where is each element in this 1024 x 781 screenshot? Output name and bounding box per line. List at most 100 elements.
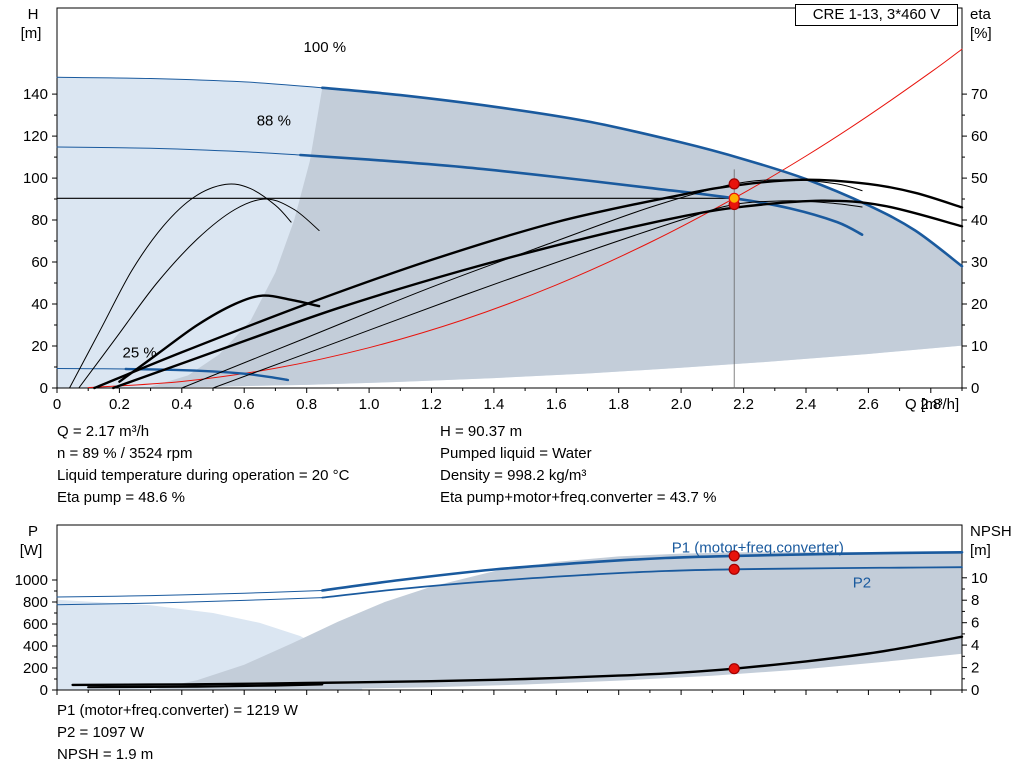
qh-100pct: [321, 86, 964, 268]
y-tick-label: 0: [971, 682, 979, 699]
duty-marker-p1: [728, 550, 740, 562]
qh-100pct-min-flow: [56, 76, 323, 89]
info-density: Density = 998.2 kg/m³: [440, 467, 587, 484]
x-tick-label: 0.6: [234, 396, 255, 413]
speed-label-88: 88 %: [257, 113, 291, 130]
y-axis-unit: [m]: [970, 542, 991, 559]
npsh-curve: [71, 635, 964, 687]
duty-marker-eta-pump: [728, 178, 740, 190]
y-tick-label: 1000: [15, 572, 48, 589]
p1-curve-min-flow: [56, 590, 323, 598]
info-liquid-temp: Liquid temperature during operation = 20…: [57, 467, 350, 484]
info-npsh: NPSH = 1.9 m: [57, 746, 154, 763]
qh-88pct: [299, 153, 864, 236]
y-tick-label: 8: [971, 592, 979, 609]
y-tick-label: 10: [971, 570, 988, 587]
pump-model-box: CRE 1-13, 3*460 V: [795, 4, 958, 26]
y-tick-label: 50: [971, 170, 988, 187]
y-tick-label: 20: [971, 296, 988, 313]
y-tick-label: 70: [971, 86, 988, 103]
duty-info-left: Q = 2.17 m³/h n = 89 % / 3524 rpm Liquid…: [57, 423, 349, 511]
speed-label-100: 100 %: [304, 39, 347, 56]
npsh-25pct-curve: [87, 683, 324, 689]
info-pumped-liquid: Pumped liquid = Water: [440, 445, 592, 462]
speed-label-25: 25 %: [123, 345, 157, 362]
x-tick-label: 0.2: [109, 396, 130, 413]
y-axis-unit: [m]: [21, 25, 42, 42]
duty-info-right: H = 90.37 m Pumped liquid = Water Densit…: [440, 423, 716, 511]
y-tick-label: 200: [23, 660, 48, 677]
system-curve-red: [87, 48, 963, 389]
x-tick-label: 0: [53, 396, 61, 413]
y-tick-label: 120: [23, 128, 48, 145]
duty-marker-npsh: [728, 663, 740, 675]
y-axis-unit: [W]: [20, 542, 43, 559]
p1-curve: [321, 551, 964, 592]
x-tick-label: 1.8: [608, 396, 629, 413]
x-tick-label: 2.4: [796, 396, 817, 413]
duty-marker-p2: [728, 563, 740, 575]
y-tick-label: 4: [971, 637, 979, 654]
y-tick-label: 2: [971, 660, 979, 677]
info-speed: n = 89 % / 3524 rpm: [57, 445, 193, 462]
x-tick-label: 2.2: [733, 396, 754, 413]
y-tick-label: 40: [31, 296, 48, 313]
y-tick-label: 30: [971, 254, 988, 271]
x-tick-label: 1.2: [421, 396, 442, 413]
eta-total-duty-speed: [212, 200, 863, 389]
p2-curve: [321, 566, 963, 599]
y-tick-label: 60: [31, 254, 48, 271]
y-tick-label: 6: [971, 615, 979, 632]
x-tick-label: 0.4: [171, 396, 192, 413]
y-tick-label: 600: [23, 616, 48, 633]
eta-pump-duty-speed: [181, 179, 863, 389]
y-tick-label: 40: [971, 212, 988, 229]
y-axis-label: eta: [970, 6, 992, 23]
x-tick-label: 1.6: [546, 396, 567, 413]
x-tick-label: 2.6: [858, 396, 879, 413]
plot-frame: [56, 524, 963, 691]
x-tick-label: 0.8: [296, 396, 317, 413]
eta-total-100pct: [112, 199, 964, 390]
qh-88pct-min-flow: [56, 146, 301, 156]
x-axis-label: Q [m³/h]: [905, 396, 959, 413]
y-tick-label: 20: [31, 338, 48, 355]
y-tick-label: 0: [40, 682, 48, 699]
info-p1: P1 (motor+freq.converter) = 1219 W: [57, 702, 298, 719]
y-axis-label: H: [28, 6, 39, 23]
eta-pump-100pct: [93, 178, 964, 390]
y-axis-label: P: [28, 523, 38, 540]
y-tick-label: 140: [23, 86, 48, 103]
info-flow: Q = 2.17 m³/h: [57, 423, 150, 440]
y-axis-unit: [%]: [970, 25, 992, 42]
y-tick-label: 80: [31, 212, 48, 229]
x-tick-label: 1.4: [483, 396, 504, 413]
p1-curve-label: P1 (motor+freq.converter): [672, 540, 844, 557]
eta-total-25pct: [118, 294, 321, 383]
qh-25pct-min-flow: [56, 368, 127, 370]
p2-curve-min-flow: [56, 597, 323, 606]
info-eta-total: Eta pump+motor+freq.converter = 43.7 %: [440, 489, 717, 506]
x-tick-label: 1.0: [359, 396, 380, 413]
x-tick-label: 2.0: [671, 396, 692, 413]
y-tick-label: 400: [23, 638, 48, 655]
y-tick-label: 10: [971, 338, 988, 355]
y-axis-label: NPSH: [970, 523, 1012, 540]
info-head: H = 90.37 m: [440, 423, 523, 440]
info-p2: P2 = 1097 W: [57, 724, 145, 741]
y-tick-label: 0: [971, 380, 979, 397]
speed-control-area: [150, 87, 963, 388]
qh-25pct: [124, 367, 290, 382]
info-eta-pump: Eta pump = 48.6 %: [57, 489, 185, 506]
y-tick-label: 800: [23, 594, 48, 611]
y-tick-label: 60: [971, 128, 988, 145]
power-info: P1 (motor+freq.converter) = 1219 W P2 = …: [57, 702, 298, 768]
y-tick-label: 100: [23, 170, 48, 187]
p2-curve-label: P2: [853, 575, 871, 592]
eta-pump-25pct-b: [78, 198, 320, 389]
y-tick-label: 0: [40, 380, 48, 397]
power-envelope-gray: [150, 552, 963, 690]
duty-marker-head: [728, 192, 740, 204]
